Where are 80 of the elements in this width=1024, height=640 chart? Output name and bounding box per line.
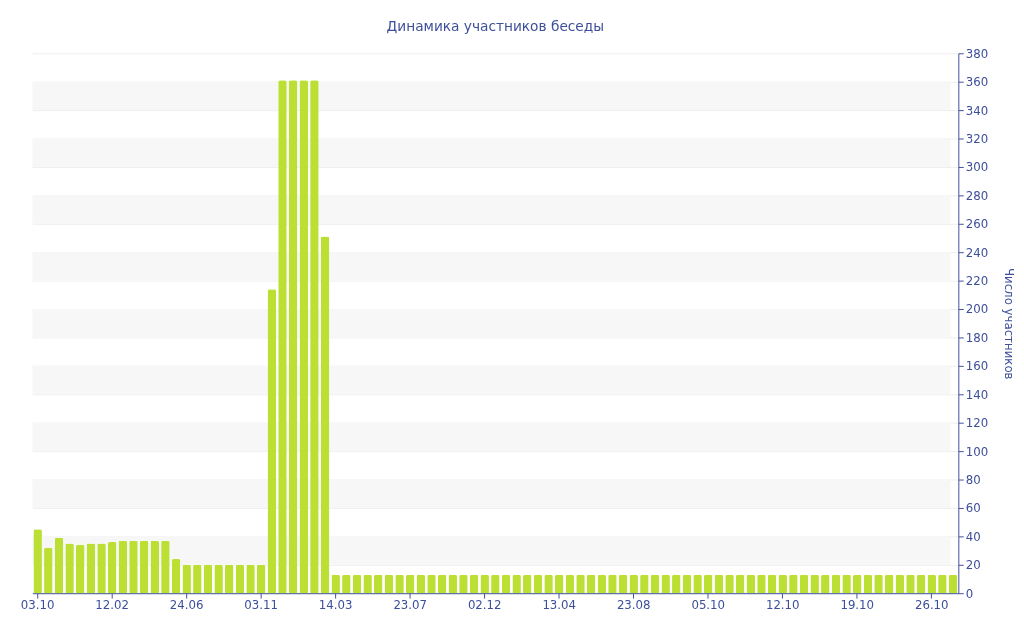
y-axis-title: Число участников: [1001, 267, 1016, 380]
x-tick-label: 02.12: [467, 598, 502, 613]
bar: [235, 564, 245, 594]
y-tick-label: 340: [965, 103, 989, 118]
y-tick-label: 100: [965, 444, 989, 459]
y-tick-label: 160: [965, 359, 989, 374]
bar: [139, 540, 149, 594]
bar: [884, 574, 894, 594]
bar: [554, 574, 564, 594]
x-tick-label: 03.11: [244, 598, 278, 613]
bar: [256, 564, 266, 594]
x-tick-label: 24.06: [169, 598, 204, 613]
bar: [618, 574, 628, 594]
bar: [267, 289, 277, 594]
x-tick-label: 23.07: [393, 598, 428, 613]
y-tick-label: 380: [965, 46, 989, 61]
bar: [831, 574, 841, 594]
bar: [469, 574, 479, 594]
y-tick-label: 220: [965, 274, 989, 289]
y-tick-label: 320: [965, 131, 989, 146]
bar: [735, 574, 745, 594]
bar: [895, 574, 905, 594]
x-tick-label: 05.10: [691, 598, 726, 613]
y-tick-label: 40: [965, 529, 981, 544]
bar: [746, 574, 756, 594]
bar: [171, 559, 181, 594]
bar: [501, 574, 511, 594]
bar: [948, 574, 958, 594]
bar: [682, 574, 692, 594]
x-tick-label: 26.10: [914, 598, 949, 613]
bar: [565, 574, 575, 594]
x-tick-label: 13.04: [542, 598, 577, 613]
x-tick-label: 12.10: [765, 598, 800, 613]
y-tick-label: 80: [965, 472, 981, 487]
bar: [416, 574, 426, 594]
bar: [54, 537, 64, 594]
bar: [597, 574, 607, 594]
bar: [203, 564, 213, 594]
chart-title: Динамика участников беседы: [386, 17, 605, 34]
x-tick-label: 14.03: [318, 598, 353, 613]
bar: [384, 574, 394, 594]
bar: [107, 542, 117, 594]
y-tick-label: 140: [965, 387, 989, 402]
bar: [650, 574, 660, 594]
bar: [374, 574, 383, 594]
bar: [916, 574, 926, 594]
bar: [586, 574, 596, 594]
y-tick-label: 240: [965, 245, 989, 260]
x-tick-label: 03.10: [20, 598, 55, 613]
bar: [118, 540, 128, 594]
y-tick-label: 200: [965, 302, 989, 317]
bar: [863, 574, 873, 594]
x-tick-label: 23.08: [616, 598, 651, 613]
bar: [852, 574, 862, 594]
bar: [320, 236, 330, 594]
y-tick-label: 20: [965, 558, 981, 573]
bar: [224, 564, 234, 594]
bar: [86, 543, 96, 594]
bar: [799, 574, 809, 594]
bar: [75, 544, 85, 594]
y-tick-label: 0: [965, 586, 974, 601]
y-tick-label: 280: [965, 188, 989, 203]
bar: [352, 574, 362, 594]
y-tick-label: 180: [965, 330, 989, 345]
bar: [288, 80, 298, 594]
y-tick-label: 120: [965, 416, 989, 431]
bar: [714, 574, 724, 594]
y-tick-label: 60: [965, 501, 981, 516]
x-tick-label: 19.10: [840, 598, 875, 613]
bar: [533, 574, 543, 594]
y-tick-label: 260: [965, 217, 989, 232]
bar: [448, 574, 458, 594]
bar: [405, 574, 415, 594]
bar: [299, 80, 309, 594]
bar: [437, 574, 447, 594]
bar: [767, 574, 777, 594]
x-tick-label: 12.02: [95, 598, 129, 613]
y-tick-label: 360: [965, 75, 989, 90]
bar: [703, 574, 713, 594]
y-tick-label: 300: [965, 160, 989, 175]
